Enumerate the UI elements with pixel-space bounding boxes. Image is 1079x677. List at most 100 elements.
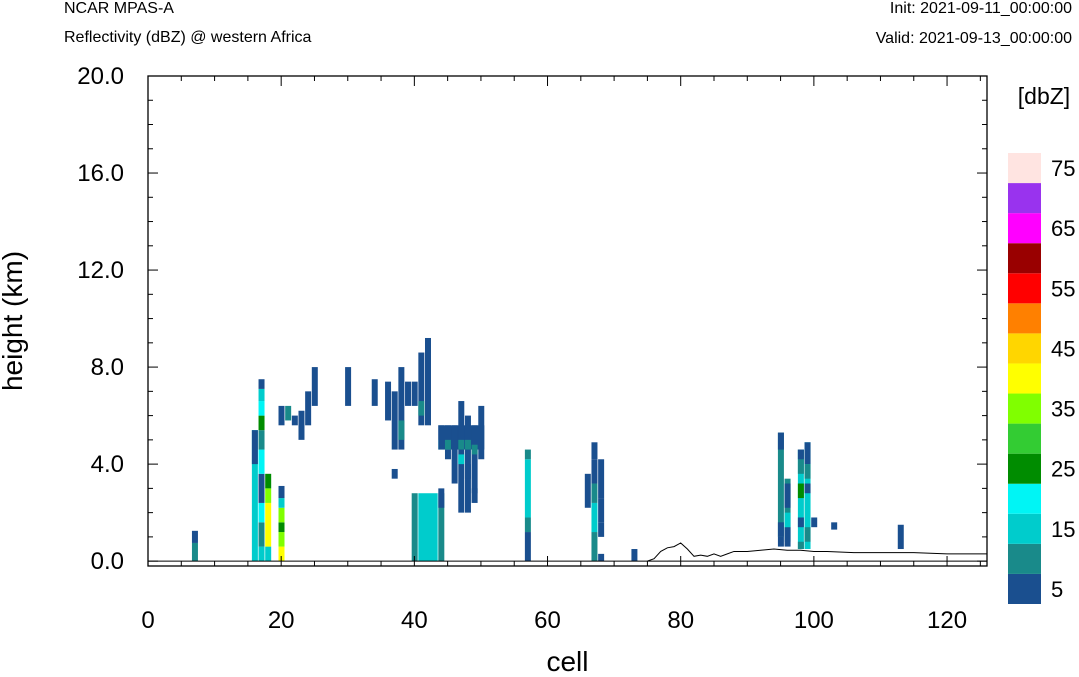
- reflectivity-cell: [258, 502, 265, 523]
- colorbar-swatch: [1008, 423, 1041, 454]
- y-tick-label: 0.0: [91, 548, 124, 575]
- reflectivity-cell: [444, 449, 451, 460]
- reflectivity-cell: [278, 498, 285, 508]
- reflectivity-cell: [278, 507, 285, 523]
- reflectivity-cell: [278, 522, 285, 533]
- reflectivity-cell: [458, 454, 465, 465]
- reflectivity-cell: [258, 546, 265, 562]
- reflectivity-cell: [784, 512, 791, 528]
- reflectivity-cell: [797, 483, 804, 499]
- colorbar-label: 65: [1051, 216, 1075, 241]
- reflectivity-cell: [278, 546, 285, 562]
- reflectivity-cell: [591, 532, 598, 562]
- reflectivity-cell: [405, 381, 412, 406]
- reflectivity-cell: [804, 483, 811, 494]
- colorbar-swatch: [1008, 573, 1041, 604]
- reflectivity-cell: [418, 493, 438, 562]
- reflectivity-cell: [797, 449, 804, 460]
- reflectivity-cell: [777, 432, 784, 537]
- colorbar-swatch: [1008, 453, 1041, 484]
- reflectivity-cell: [524, 459, 531, 518]
- reflectivity-cell: [591, 459, 598, 484]
- reflectivity-cell: [451, 425, 458, 484]
- colorbar-swatch: [1008, 513, 1041, 544]
- colorbar-swatch: [1008, 393, 1041, 424]
- reflectivity-cell: [278, 532, 285, 547]
- reflectivity-cell: [385, 381, 392, 421]
- x-tick-label: 20: [268, 607, 295, 634]
- reflectivity-cell: [591, 502, 598, 533]
- reflectivity-cell: [797, 449, 804, 474]
- terrain-line: [148, 542, 987, 562]
- x-axis-label: cell: [546, 646, 588, 677]
- reflectivity-cell: [591, 483, 598, 503]
- reflectivity-cell: [598, 522, 605, 537]
- reflectivity-cell: [285, 405, 292, 421]
- colorbar-swatch: [1008, 363, 1041, 394]
- colorbar-swatch: [1008, 243, 1041, 274]
- reflectivity-cell: [811, 517, 818, 528]
- reflectivity-cell: [258, 379, 265, 389]
- reflectivity-cell: [804, 464, 811, 479]
- colorbar-swatch: [1008, 213, 1041, 244]
- reflectivity-cell: [258, 449, 265, 474]
- reflectivity-cell: [777, 536, 784, 547]
- reflectivity-cell: [797, 517, 804, 528]
- reflectivity-cell: [464, 439, 471, 450]
- reflectivity-cell: [265, 488, 272, 503]
- reflectivity-cell: [425, 337, 431, 426]
- reflectivity-cell: [251, 430, 258, 465]
- valid-time: Valid: 2021-09-13_00:00:00: [875, 30, 1072, 47]
- x-tick-label: 100: [794, 607, 834, 634]
- field-description: Reflectivity (dBZ) @ western Africa: [64, 29, 312, 46]
- reflectivity-cell: [438, 488, 445, 508]
- reflectivity-cell: [897, 524, 904, 550]
- reflectivity-cell: [258, 388, 265, 402]
- axis-ticks: [147, 75, 987, 566]
- colorbar-label: 25: [1051, 457, 1075, 482]
- x-tick-label: 0: [141, 607, 154, 634]
- reflectivity-cell: [411, 493, 418, 562]
- reflectivity-cell: [391, 468, 398, 479]
- reflectivity-cell: [777, 522, 784, 537]
- reflectivity-cells: [191, 337, 904, 562]
- colorbar-label: 45: [1051, 336, 1075, 361]
- colorbar-swatch: [1008, 183, 1041, 214]
- reflectivity-cell: [784, 483, 791, 508]
- reflectivity-cell: [191, 530, 198, 543]
- reflectivity-cell: [265, 473, 272, 489]
- colorbar-swatch: [1008, 543, 1041, 574]
- reflectivity-cell: [278, 485, 285, 499]
- reflectivity-cell: [251, 430, 258, 562]
- reflectivity-cell: [777, 432, 784, 450]
- reflectivity-cell: [797, 449, 804, 550]
- colorbar-swatch: [1008, 153, 1041, 184]
- model-name: NCAR MPAS-A: [64, 0, 174, 17]
- colorbar-swatch: [1008, 273, 1041, 304]
- reflectivity-cell: [444, 439, 451, 450]
- colorbar-label: 55: [1051, 276, 1075, 301]
- reflectivity-cell: [371, 379, 378, 406]
- reflectivity-cell: [584, 473, 591, 508]
- colorbar-label: 15: [1051, 517, 1075, 542]
- reflectivity-cell: [797, 541, 804, 550]
- reflectivity-cell: [591, 442, 598, 460]
- reflectivity-cell: [804, 442, 811, 550]
- reflectivity-cell: [305, 391, 312, 426]
- reflectivity-cell: [265, 502, 272, 547]
- reflectivity-cell: [411, 381, 418, 406]
- y-axis-label: height (km): [0, 251, 28, 391]
- reflectivity-cell: [524, 532, 531, 562]
- reflectivity-cell: [524, 517, 531, 533]
- reflectivity-cell: [398, 367, 405, 450]
- reflectivity-cell: [784, 478, 791, 542]
- plot-frame: [147, 75, 988, 567]
- reflectivity-cell: [598, 459, 605, 499]
- reflectivity-cell: [258, 522, 265, 547]
- reflectivity-cell: [471, 488, 478, 503]
- reflectivity-cell: [258, 415, 265, 431]
- reflectivity-cell: [418, 352, 425, 426]
- reflectivity-cell: [804, 442, 811, 465]
- reflectivity-cell: [311, 367, 318, 406]
